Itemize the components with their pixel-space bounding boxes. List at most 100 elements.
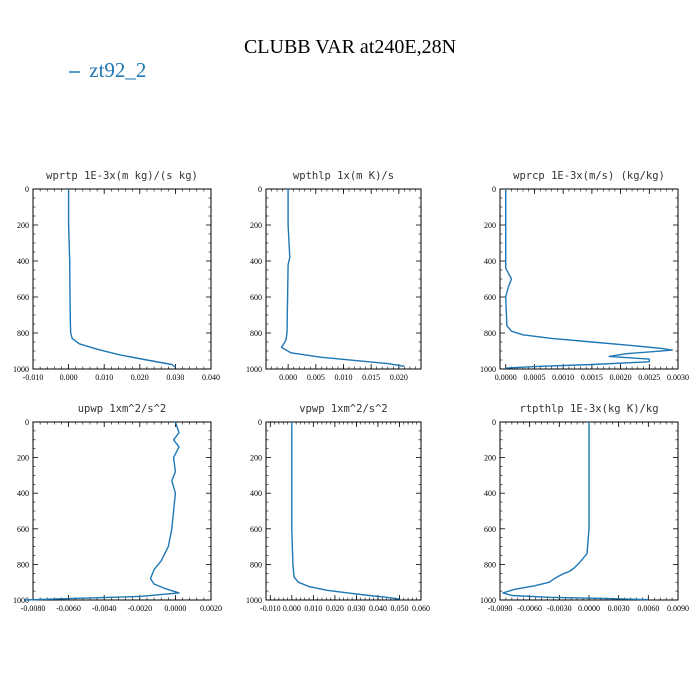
y-tick-label: 800 bbox=[250, 329, 262, 338]
plot-frame bbox=[32, 421, 212, 601]
y-tick-label: 0 bbox=[25, 185, 29, 194]
panel-title: wpthlp 1x(m K)/s bbox=[293, 170, 394, 182]
plot-frame bbox=[32, 188, 212, 370]
y-tick-label: 600 bbox=[484, 293, 496, 302]
y-tick-label: 800 bbox=[250, 560, 262, 569]
x-tick-label: -0.0020 bbox=[127, 604, 152, 613]
panel-title: rtpthlp 1E-3x(kg K)/kg bbox=[519, 403, 658, 415]
x-tick-label: 0.0000 bbox=[495, 373, 517, 382]
series-line bbox=[505, 189, 673, 369]
y-tick-label: 600 bbox=[484, 525, 496, 534]
y-tick-label: 800 bbox=[484, 560, 496, 569]
plot-frame bbox=[265, 188, 422, 370]
x-tick-label: -0.0040 bbox=[92, 604, 117, 613]
y-tick-label: 800 bbox=[17, 329, 29, 338]
x-tick-label: 0.030 bbox=[347, 604, 365, 613]
x-tick-label: 0.000 bbox=[279, 373, 297, 382]
x-tick-label: 0.015 bbox=[362, 373, 380, 382]
x-tick-label: 0.0030 bbox=[608, 604, 630, 613]
panel-title: wprtp 1E-3x(m kg)/(s kg) bbox=[46, 170, 198, 182]
series-line bbox=[280, 189, 405, 367]
x-tick-label: 0.010 bbox=[304, 604, 322, 613]
y-tick-label: 200 bbox=[484, 454, 496, 463]
y-tick-label: 800 bbox=[484, 329, 496, 338]
x-tick-label: -0.0080 bbox=[21, 604, 46, 613]
x-tick-label: 0.000 bbox=[283, 604, 301, 613]
panel-6: rtpthlp 1E-3x(kg K)/kg02004006008001000-… bbox=[480, 403, 689, 613]
y-tick-label: 0 bbox=[25, 418, 29, 427]
x-tick-label: 0.0090 bbox=[667, 604, 689, 613]
x-tick-label: 0.0000 bbox=[578, 604, 600, 613]
figure-title: CLUBB VAR at240E,28N bbox=[243, 36, 457, 58]
y-tick-label: 1000 bbox=[480, 596, 496, 605]
y-tick-label: 0 bbox=[258, 185, 262, 194]
y-tick-label: 200 bbox=[250, 221, 262, 230]
x-tick-label: 0.0015 bbox=[581, 373, 603, 382]
y-tick-label: 400 bbox=[484, 257, 496, 266]
plot-frame bbox=[265, 421, 422, 601]
panel-title: upwp 1xm^2/s^2 bbox=[78, 403, 167, 415]
y-tick-label: 1000 bbox=[13, 596, 29, 605]
x-tick-label: 0.040 bbox=[202, 373, 220, 382]
series-line bbox=[291, 422, 400, 600]
x-tick-label: 0.0005 bbox=[523, 373, 545, 382]
x-tick-label: 0.0000 bbox=[164, 604, 186, 613]
x-tick-label: 0.040 bbox=[369, 604, 387, 613]
x-tick-label: -0.010 bbox=[260, 604, 281, 613]
series-line bbox=[67, 189, 176, 368]
x-tick-label: 0.0020 bbox=[200, 604, 222, 613]
y-tick-label: 0 bbox=[258, 418, 262, 427]
y-tick-label: 400 bbox=[17, 489, 29, 498]
y-tick-label: 800 bbox=[17, 560, 29, 569]
y-tick-label: 1000 bbox=[13, 365, 29, 374]
series-line bbox=[24, 421, 180, 601]
y-tick-label: 600 bbox=[17, 293, 29, 302]
x-tick-label: 0.020 bbox=[131, 373, 149, 382]
x-tick-label: 0.050 bbox=[390, 604, 408, 613]
x-tick-label: -0.0090 bbox=[488, 604, 513, 613]
y-tick-label: 400 bbox=[484, 489, 496, 498]
y-tick-label: 200 bbox=[17, 221, 29, 230]
y-tick-label: 400 bbox=[250, 489, 262, 498]
x-tick-label: -0.0060 bbox=[517, 604, 542, 613]
legend-label: zt92_2 bbox=[89, 58, 147, 82]
x-tick-label: 0.005 bbox=[307, 373, 325, 382]
x-tick-label: 0.020 bbox=[390, 373, 408, 382]
y-tick-label: 0 bbox=[492, 418, 496, 427]
x-tick-label: 0.020 bbox=[326, 604, 344, 613]
legend-line-icon bbox=[69, 71, 80, 73]
x-tick-label: -0.010 bbox=[23, 373, 44, 382]
x-tick-label: -0.0030 bbox=[547, 604, 572, 613]
x-tick-label: 0.0020 bbox=[610, 373, 632, 382]
series-line bbox=[502, 422, 649, 601]
y-tick-label: 400 bbox=[17, 257, 29, 266]
x-tick-label: -0.0060 bbox=[56, 604, 81, 613]
panel-4: upwp 1xm^2/s^2 0 200 400 600 800 1000-0.0080 -0… bbox=[13, 403, 222, 613]
y-tick-label: 1000 bbox=[246, 365, 262, 374]
y-tick-label: 1000 bbox=[246, 596, 262, 605]
x-tick-label: 0.0030 bbox=[667, 373, 689, 382]
x-tick-label: 0.030 bbox=[166, 373, 184, 382]
x-tick-label: 0.0060 bbox=[637, 604, 659, 613]
panel-1: wprtp 1E-3x(m kg)/(s kg) 0 200 400 600 800 100… bbox=[13, 170, 220, 382]
y-tick-label: 600 bbox=[17, 525, 29, 534]
y-tick-label: 600 bbox=[250, 525, 262, 534]
y-tick-label: 200 bbox=[250, 454, 262, 463]
y-tick-label: 1000 bbox=[480, 365, 496, 374]
y-tick-label: 200 bbox=[17, 454, 29, 463]
panel-3: wprcp 1E-3x(m/s) (kg/kg) 0 200 400 600 800 100… bbox=[480, 170, 689, 382]
legend: zt92_2 bbox=[68, 58, 146, 83]
x-tick-label: 0.0010 bbox=[552, 373, 574, 382]
x-tick-label: 0.0025 bbox=[638, 373, 660, 382]
x-tick-label: 0.010 bbox=[95, 373, 113, 382]
x-tick-label: 0.010 bbox=[335, 373, 353, 382]
panel-2: wpthlp 1x(m K)/s 0 200 400 600 800 1000 0.000 0.… bbox=[246, 170, 422, 382]
x-tick-label: 0.000 bbox=[60, 373, 78, 382]
panel-title: wprcp 1E-3x(m/s) (kg/kg) bbox=[513, 170, 665, 182]
x-tick-label: 0.060 bbox=[412, 604, 430, 613]
y-tick-label: 400 bbox=[250, 257, 262, 266]
panel-title: vpwp 1xm^2/s^2 bbox=[299, 403, 388, 415]
y-tick-label: 0 bbox=[492, 185, 496, 194]
